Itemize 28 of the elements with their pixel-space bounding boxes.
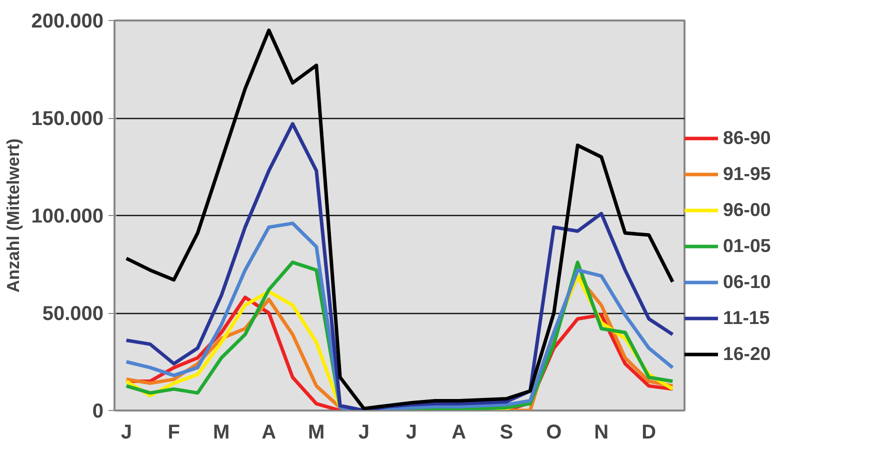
line-series [124,28,674,410]
y-axis-title: Anzahl (Mittelwert) [3,138,24,293]
x-tick-label: F [168,422,180,444]
legend-label: 96-00 [723,199,771,221]
y-tick-label: 0 [92,400,104,422]
x-tick-label: S [500,422,514,444]
legend-label: 01-05 [723,235,771,257]
legend-label: 16-20 [723,343,771,365]
legend-label: 06-10 [723,271,771,293]
legend-label: 11-15 [723,307,770,329]
legend-label: 91-95 [723,163,771,185]
x-tick-label: A [452,422,466,444]
x-tick-label: J [406,422,417,444]
line-series [124,122,674,410]
line-series [124,222,674,410]
x-tick-label: O [546,422,562,444]
x-tick-label: J [358,422,370,444]
legend-label: 86-90 [723,127,771,149]
x-tick-label: M [213,422,230,444]
y-tick-label: 150.000 [31,108,104,130]
x-tick-label: A [262,422,276,444]
y-tick-label: 100.000 [31,206,104,228]
x-tick-label: D [642,422,656,444]
y-tick-label: 50.000 [42,303,104,325]
x-tick-label: N [594,422,609,444]
y-tick-label: 200.000 [31,10,104,32]
x-tick-label: M [308,422,325,444]
x-tick-label: J [120,422,132,444]
